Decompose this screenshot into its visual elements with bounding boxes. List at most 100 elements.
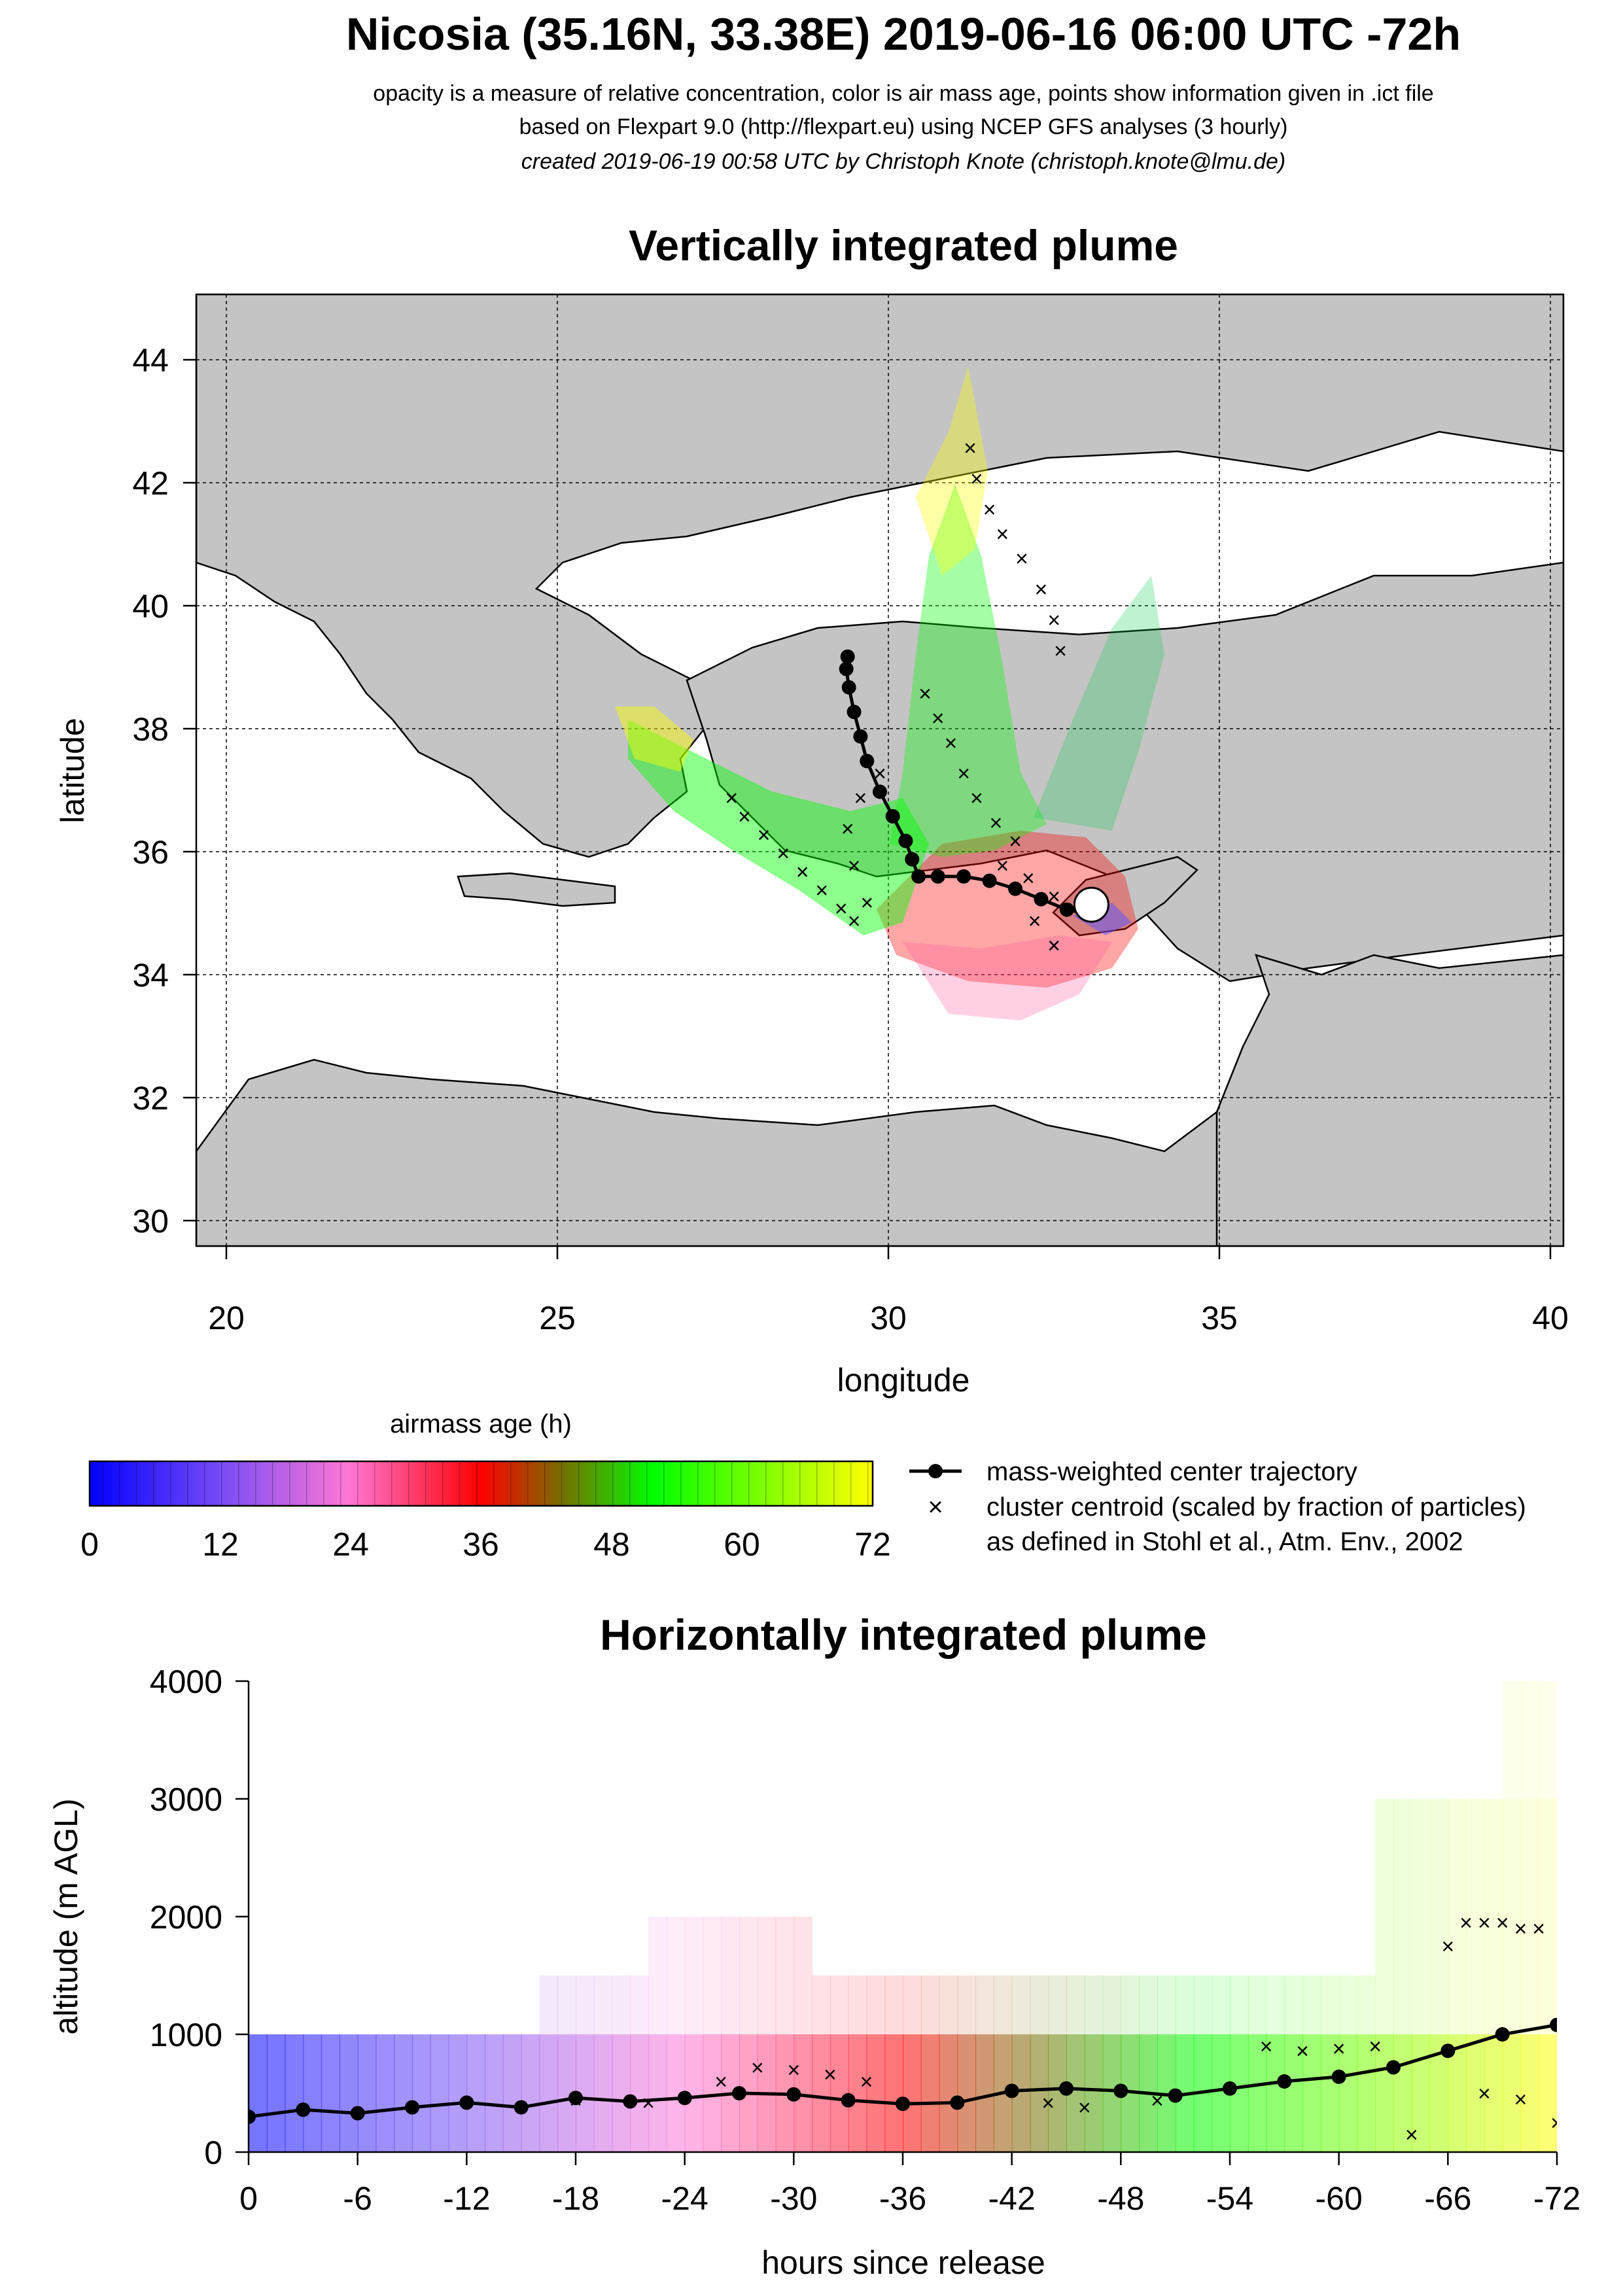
height-x-tick-label: -12: [443, 2180, 490, 2217]
map-cluster-centroid: ×: [1028, 909, 1041, 933]
age-column-low: [1357, 2034, 1376, 2152]
height-trajectory-point: [1495, 2027, 1510, 2042]
height-trajectory-point: [459, 2095, 474, 2110]
age-column-low: [375, 2034, 395, 2152]
map-cluster-centroid: ×: [725, 786, 738, 811]
map-cluster-centroid: ×: [1047, 608, 1060, 633]
age-column-low: [1484, 2034, 1503, 2152]
age-column-low: [339, 2034, 358, 2152]
map-y-tick-label: 42: [132, 465, 169, 502]
age-column-high: [1030, 1975, 1049, 2034]
age-column-high: [666, 1917, 686, 2034]
map-trajectory-point: [840, 649, 855, 664]
map-trajectory-point: [846, 704, 862, 720]
map-trajectory-point: [898, 833, 913, 848]
age-column-low: [303, 2034, 323, 2152]
age-column-low: [1248, 2034, 1267, 2152]
height-cluster-centroid: ×: [1514, 1917, 1527, 1941]
age-column-high: [957, 1975, 977, 2034]
height-cluster-centroid: ×: [1478, 2081, 1491, 2106]
age-column-low: [1375, 2034, 1394, 2152]
age-column-high: [1175, 1975, 1195, 2034]
height-cluster-centroid: ×: [1441, 1934, 1454, 1959]
map-x-tick-label: 25: [539, 1300, 576, 1336]
height-cluster-centroid: ×: [1459, 1911, 1473, 1936]
map-cluster-centroid: ×: [777, 841, 790, 866]
map-x-tick-label: 20: [208, 1300, 245, 1336]
map-y-tick-label: 30: [132, 1203, 169, 1240]
height-cluster-centroid: ×: [1550, 2111, 1563, 2136]
map-x-tick-label: 40: [1532, 1300, 1569, 1336]
height-x-tick-label: -30: [770, 2180, 817, 2217]
age-column-high: [593, 1975, 613, 2034]
height-trajectory-point: [950, 2095, 965, 2110]
map-panel-title: Vertically integrated plume: [629, 221, 1178, 270]
height-cluster-centroid: ×: [1496, 1911, 1509, 1936]
height-cluster-centroid: ×: [642, 2091, 655, 2115]
height-cluster-centroid: ×: [1041, 2091, 1055, 2115]
height-x-tick-label: -6: [343, 2180, 372, 2217]
map-cluster-centroid: ×: [996, 854, 1009, 878]
height-trajectory-point: [623, 2094, 638, 2109]
age-column-high: [884, 1975, 903, 2034]
map-cluster-centroid: ×: [964, 436, 977, 461]
release-point-marker: [1073, 886, 1109, 923]
height-trajectory-point: [732, 2086, 746, 2100]
height-x-tick-label: -60: [1316, 2180, 1363, 2217]
age-column-high: [775, 1917, 795, 2034]
age-column-low: [466, 2034, 486, 2152]
age-column-low: [1338, 2034, 1358, 2152]
colorbar-tick-label: 72: [854, 1526, 891, 1563]
age-column-high: [1484, 1799, 1503, 2034]
map-cluster-centroid: ×: [970, 467, 983, 492]
age-column-low: [1539, 2034, 1557, 2152]
age-column-high: [1357, 1975, 1376, 2034]
height-trajectory-point: [1550, 2017, 1557, 2032]
map-cluster-centroid: ×: [758, 823, 771, 848]
age-column-high: [1102, 1975, 1122, 2034]
age-colorbar: airmass age (h) 0 12 24 36 48 60 72: [80, 1410, 891, 1563]
map-cluster-centroid: ×: [738, 805, 751, 829]
height-y-axis: 0 1000 2000 3000 4000: [150, 1663, 249, 2171]
height-cluster-centroid: ×: [1478, 1911, 1491, 1936]
age-column-high: [903, 1975, 922, 2034]
height-y-axis-label: altitude (m AGL): [48, 1798, 84, 2034]
age-column-high: [1212, 1975, 1230, 2034]
map-cluster-centroid: ×: [996, 522, 1009, 547]
age-column-top: [1502, 1681, 1522, 1799]
height-x-tick-label: -36: [879, 2180, 926, 2217]
height-x-tick-label: -54: [1206, 2180, 1253, 2217]
map-cluster-centroid: ×: [848, 909, 861, 933]
age-column-low: [612, 2034, 631, 2152]
map-cluster-centroid: ×: [918, 682, 932, 706]
colorbar-tick-label: 48: [593, 1526, 630, 1563]
map-cluster-centroid: ×: [835, 897, 848, 922]
height-trajectory-point: [1223, 2081, 1237, 2096]
age-column-high: [975, 1975, 994, 2034]
age-column-low: [884, 2034, 903, 2152]
age-altitude-shading: [249, 1681, 1557, 2152]
map-gridlines: [196, 294, 1563, 1246]
map-trajectory-point: [956, 869, 971, 884]
age-column-high: [1230, 1975, 1249, 2034]
height-cluster-centroid: ×: [1333, 2037, 1346, 2062]
height-trajectory-point: [296, 2102, 311, 2117]
height-y-tick-label: 2000: [150, 1899, 222, 1936]
age-column-high: [848, 1975, 867, 2034]
map-trajectory-point: [839, 661, 854, 676]
map-trajectory-point: [982, 873, 997, 888]
map-cluster-centroid: ×: [841, 817, 854, 842]
plume-pink-region: [903, 935, 1112, 1020]
height-trajectory-point: [677, 2091, 692, 2106]
map-cluster-centroid: ×: [854, 786, 867, 811]
age-column-high: [1139, 1975, 1158, 2034]
map-cluster-centroid: ×: [945, 731, 958, 756]
height-trajectory-point: [1004, 2083, 1019, 2098]
height-x-tick-label: -72: [1533, 2180, 1580, 2217]
height-trajectory-point: [1440, 2044, 1456, 2059]
height-cluster-centroid: ×: [714, 2070, 727, 2095]
age-column-low: [521, 2034, 540, 2152]
height-trajectory-point: [841, 2093, 856, 2108]
height-cluster-centroid: ×: [751, 2055, 764, 2080]
